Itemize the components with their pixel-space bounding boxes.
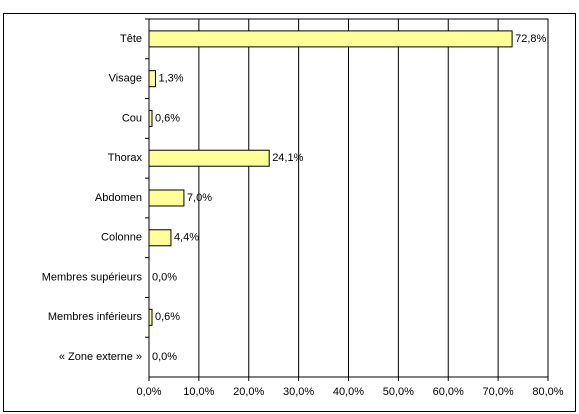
x-tick-label: 40,0% [333,386,364,398]
x-tick-label: 20,0% [233,386,264,398]
data-label: 24,1% [272,152,303,164]
y-tick-label: Membres supérieurs [42,271,143,283]
bar [148,149,270,167]
data-label: 4,4% [174,232,199,244]
y-tick-label: Membres inférieurs [48,311,143,323]
x-tick-label: 30,0% [283,386,314,398]
x-tick-label: 10,0% [183,386,214,398]
x-tick-label: 60,0% [433,386,464,398]
data-label: 0,6% [155,311,180,323]
x-tick-label: 70,0% [483,386,514,398]
bar [148,70,156,88]
data-label: 0,0% [152,351,177,363]
data-label: 0,0% [152,271,177,283]
y-tick-label: Cou [122,112,142,124]
x-tick-label: 80,0% [532,386,563,398]
y-tick-label: Colonne [101,232,142,244]
bar [148,30,513,48]
x-tick-label: 0,0% [136,386,161,398]
bar [148,308,153,326]
y-tick-label: Abdomen [95,192,142,204]
chart-border [3,13,576,412]
data-label: 72,8% [515,33,546,45]
bar [148,229,172,247]
x-tick-label: 50,0% [383,386,414,398]
bar [148,189,185,207]
y-tick-label: « Zone externe » [59,351,142,363]
y-tick-label: Visage [109,73,142,85]
y-tick-label: Tête [120,33,142,45]
y-tick-label: Thorax [108,152,143,164]
bar [148,109,153,127]
data-label: 7,0% [187,192,212,204]
data-label: 1,3% [158,73,183,85]
data-label: 0,6% [155,112,180,124]
